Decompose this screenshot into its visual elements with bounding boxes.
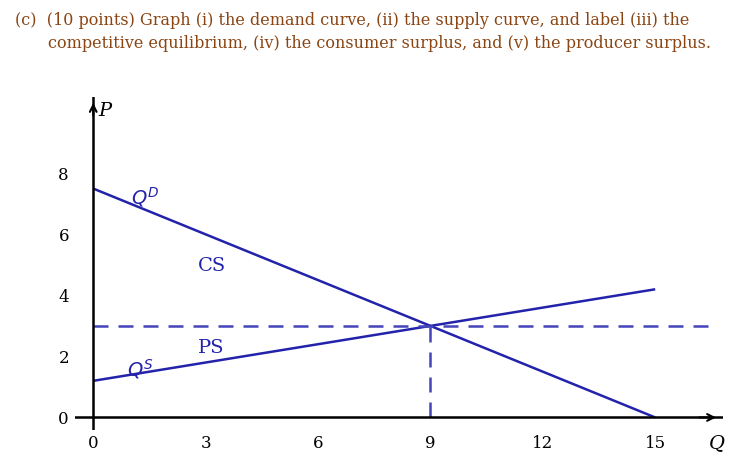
Text: $Q^S$: $Q^S$ [127, 357, 153, 381]
Text: Q: Q [709, 434, 725, 452]
Text: CS: CS [198, 257, 226, 275]
Text: PS: PS [198, 340, 225, 358]
Text: competitive equilibrium, (iv) the consumer surplus, and (v) the producer surplus: competitive equilibrium, (iv) the consum… [48, 35, 711, 52]
Text: $Q^D$: $Q^D$ [130, 185, 159, 208]
Text: P: P [98, 102, 111, 120]
Text: (c)  (10 points) Graph (i) the demand curve, (ii) the supply curve, and label (i: (c) (10 points) Graph (i) the demand cur… [15, 12, 689, 29]
